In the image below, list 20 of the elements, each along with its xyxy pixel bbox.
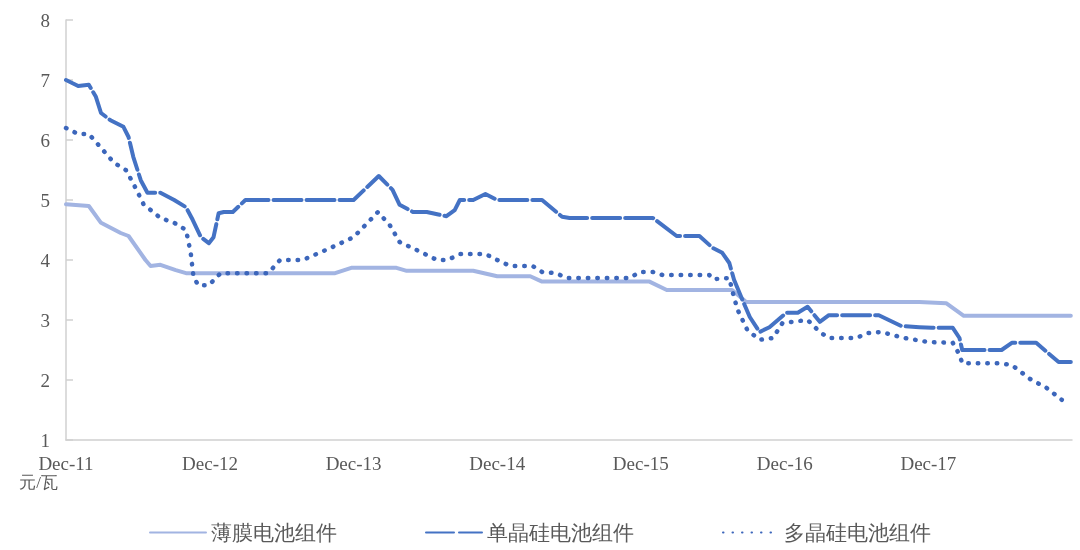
y-tick-label: 4 (40, 249, 51, 271)
y-tick-label: 2 (40, 369, 50, 391)
y-tick-label: 1 (40, 429, 50, 451)
legend-label: 薄膜电池组件 (211, 520, 337, 545)
y-tick-label: 5 (40, 189, 50, 211)
y-tick-label: 6 (40, 129, 50, 151)
legend-label: 多晶硅电池组件 (784, 520, 931, 545)
x-tick-label: Dec-15 (612, 453, 669, 474)
x-tick-label: Dec-12 (182, 453, 238, 474)
x-tick-label: Dec-11 (38, 453, 94, 474)
x-tick-label: Dec-13 (325, 453, 382, 474)
legend-label: 单晶硅电池组件 (487, 520, 634, 545)
x-tick-label: Dec-16 (756, 453, 813, 474)
x-tick-label: Dec-14 (469, 453, 526, 474)
y-axis-title: 元/瓦 (19, 473, 58, 492)
x-tick-label: Dec-17 (900, 453, 957, 474)
y-tick-label: 7 (40, 69, 50, 91)
line-series (64, 202, 1073, 318)
y-tick-label: 3 (40, 309, 50, 331)
y-tick-label: 8 (40, 9, 50, 31)
